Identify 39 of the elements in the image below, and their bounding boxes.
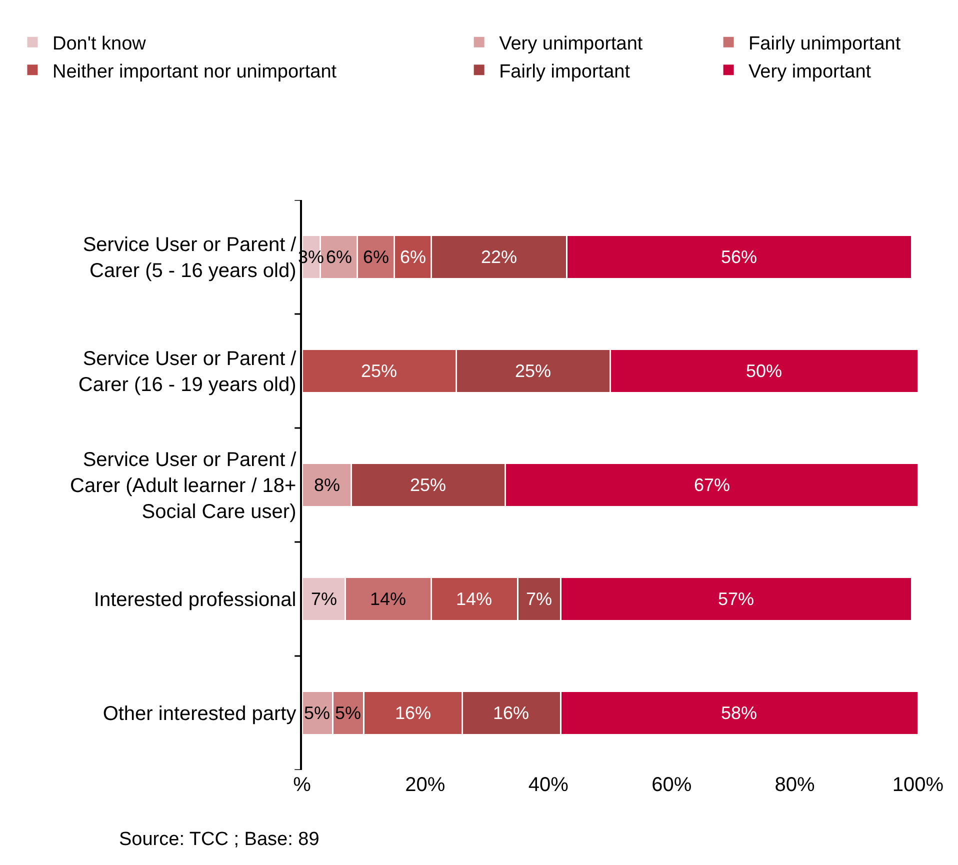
legend-label: Don't know <box>52 34 146 55</box>
y-tick-label: Service User or Parent / Carer (Adult learner / 18+ Social Care user) <box>70 449 297 523</box>
data-label: 50% <box>746 361 782 381</box>
y-tick-label: Other interested party <box>102 703 296 725</box>
data-label: 25% <box>515 361 552 381</box>
source-note: Source: TCC ; Base: 89 <box>119 829 320 850</box>
legend-label: Fairly unimportant <box>748 34 902 55</box>
data-label: 6% <box>326 247 352 267</box>
data-label: 7% <box>311 589 338 609</box>
x-tick-label: 60% <box>652 774 692 796</box>
data-label: 16% <box>493 703 530 723</box>
data-label: 57% <box>718 589 754 609</box>
x-tick-label: 20% <box>405 774 446 796</box>
y-tick-label: Interested professional <box>94 589 296 611</box>
y-tick-label: Service User or Parent / Carer (5 - 16 years old) <box>82 234 297 282</box>
legend-label: Neither important nor unimportant <box>52 61 338 82</box>
data-label: 58% <box>721 703 758 723</box>
data-label: 7% <box>526 589 552 609</box>
data-label: 56% <box>721 247 758 267</box>
legend-label: Very unimportant <box>499 34 644 55</box>
x-tick-label: % <box>293 774 312 796</box>
data-label: 8% <box>314 475 340 495</box>
data-label: 5% <box>335 703 362 723</box>
legend-label: Fairly important <box>499 61 631 82</box>
data-label: 6% <box>363 247 390 267</box>
x-tick-label: 80% <box>774 774 816 796</box>
data-label: 25% <box>361 361 398 381</box>
legend-label: Very important <box>748 61 872 82</box>
data-label: 6% <box>400 247 426 267</box>
x-tick-label: 40% <box>528 774 569 796</box>
data-label: 25% <box>410 475 446 495</box>
data-label: 14% <box>456 589 492 609</box>
data-label: 22% <box>481 247 518 267</box>
y-tick-label: Service User or Parent / Carer (16 - 19 years old) <box>78 348 297 396</box>
data-label: 67% <box>694 475 730 495</box>
data-label: 5% <box>304 703 330 723</box>
x-tick-label: 100% <box>892 774 944 796</box>
data-label: 16% <box>395 703 432 723</box>
data-label: 14% <box>370 589 406 609</box>
